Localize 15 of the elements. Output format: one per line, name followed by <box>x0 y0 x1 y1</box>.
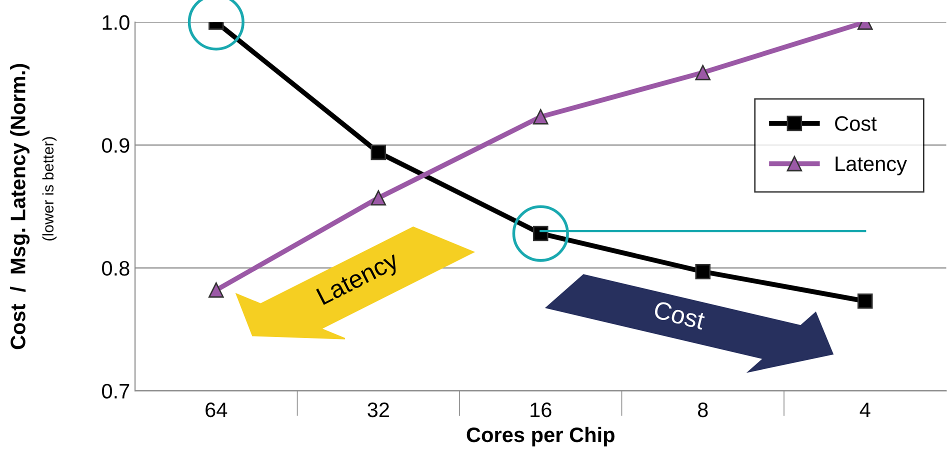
x-tick-label: 8 <box>698 402 708 418</box>
x-tick-label: 64 <box>206 402 228 418</box>
y-tick-label: 1.0 <box>102 15 130 30</box>
y-axis-title: Cost / Msg. Latency (Norm.) <box>10 64 30 350</box>
legend-label: Latency <box>836 156 907 176</box>
y-tick-label: 0.9 <box>102 138 130 153</box>
legend-label: Cost <box>835 116 877 131</box>
y-tick-label: 0.7 <box>102 384 130 399</box>
x-tick-label: 4 <box>860 402 870 418</box>
annotation: Cost <box>653 300 706 330</box>
y-tick-label: 0.8 <box>102 260 130 276</box>
x-tick-label: 32 <box>368 402 389 418</box>
x-tick-label: 16 <box>530 402 552 418</box>
text: (lower is better) <box>42 137 57 240</box>
x-axis-title: Cores per Chip <box>466 426 614 446</box>
